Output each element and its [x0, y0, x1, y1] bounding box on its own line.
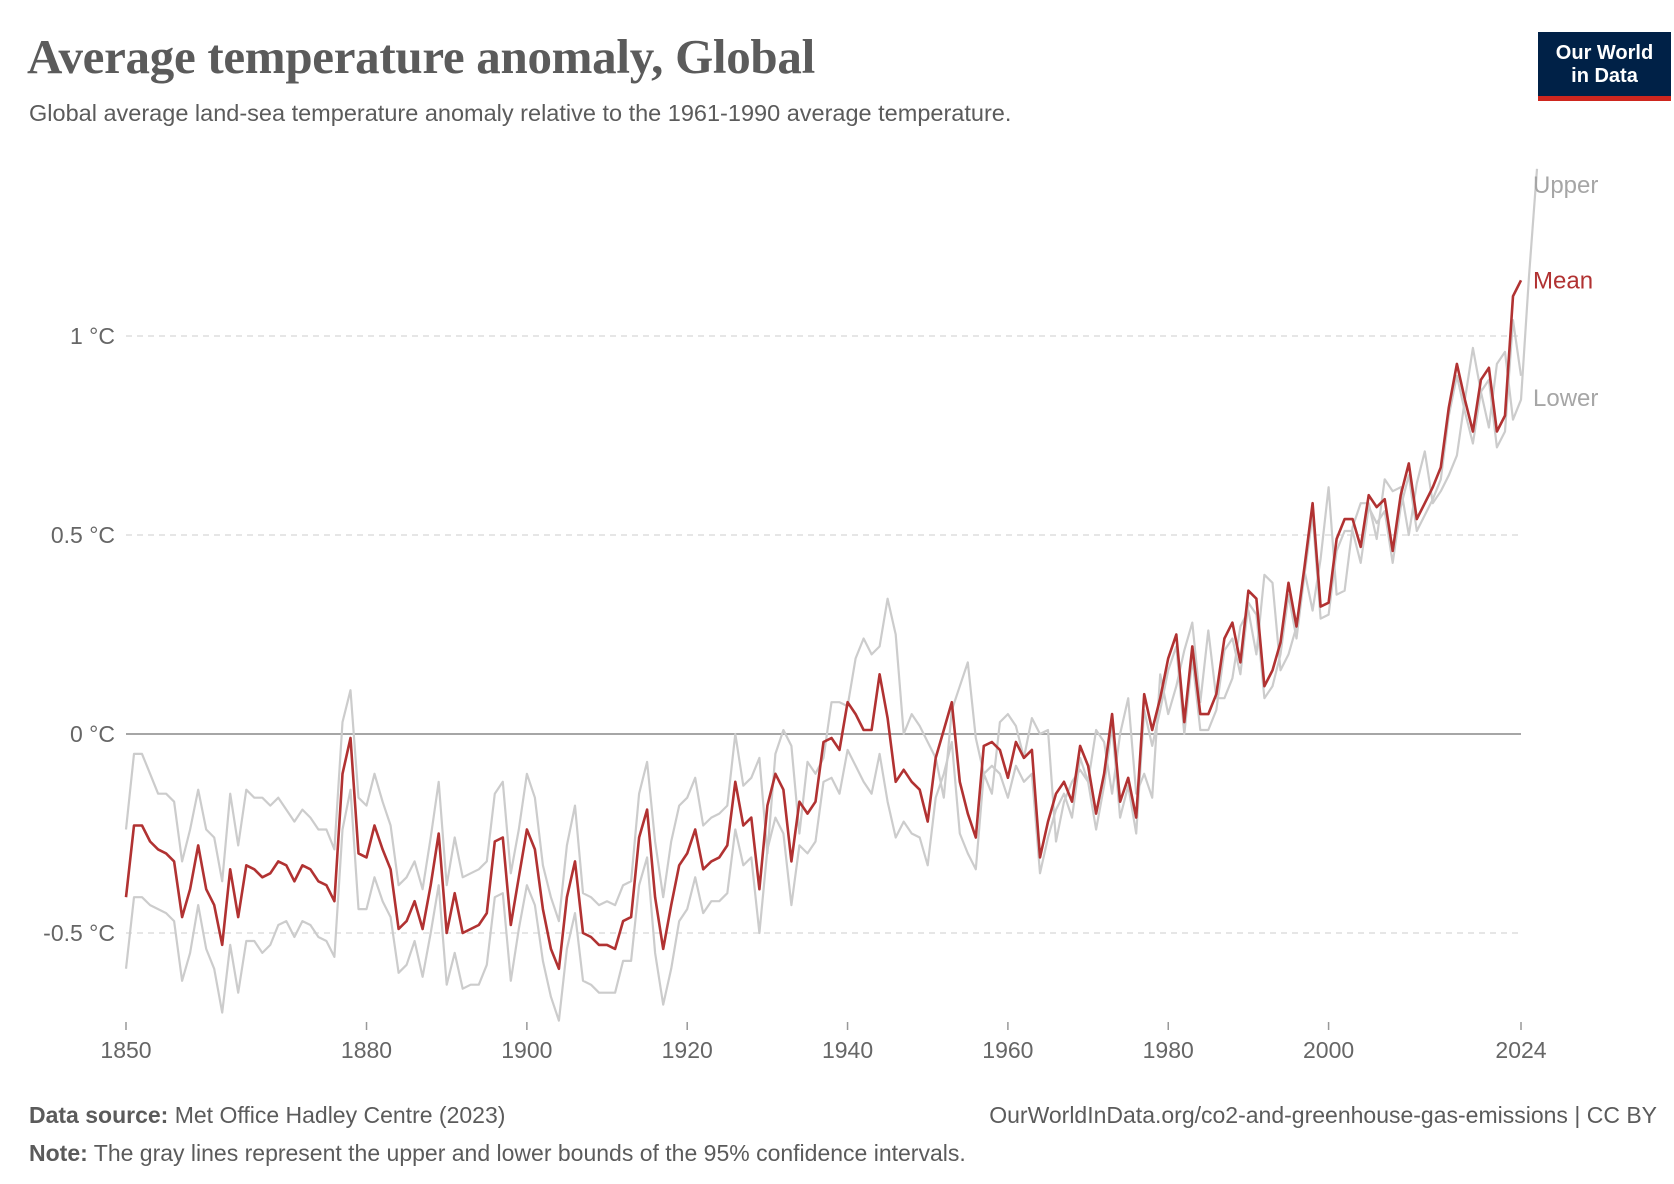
note-label: Note:	[29, 1140, 88, 1166]
series-line-lower	[124, 319, 1523, 1022]
series-label-mean: Mean	[1533, 267, 1593, 294]
x-tick-label: 1900	[501, 1037, 552, 1063]
source-text: Met Office Hadley Centre (2023)	[174, 1102, 506, 1128]
y-tick-label: 1 °C	[70, 323, 115, 349]
source-url-link[interactable]: OurWorldInData.org/co2-and-greenhouse-ga…	[989, 1102, 1568, 1128]
gridlines	[126, 335, 1521, 934]
x-tick-label: 2024	[1495, 1037, 1546, 1063]
data-source: Data source: Met Office Hadley Centre (2…	[29, 1102, 505, 1129]
series-label-upper: Upper	[1533, 172, 1598, 199]
series-label-lower: Lower	[1533, 385, 1598, 412]
license-separator: |	[1574, 1102, 1587, 1128]
x-tick-label: 2000	[1303, 1037, 1354, 1063]
x-tick-label: 1960	[982, 1037, 1033, 1063]
x-tick-label: 1880	[341, 1037, 392, 1063]
logo-line-2: in Data	[1571, 65, 1638, 87]
y-tick-label: -0.5 °C	[43, 920, 115, 946]
series-labels: Upper Lower Mean	[1533, 172, 1598, 412]
x-tick-label: 1940	[822, 1037, 873, 1063]
owid-logo[interactable]: Our World in Data	[1538, 32, 1671, 101]
series-line-mean	[124, 279, 1523, 971]
x-tick-label: 1850	[100, 1037, 151, 1063]
x-axis-ticks: 1850 1880 1900 1920 1940 1960 1980 2000 2024	[100, 1022, 1547, 1063]
x-tick-label: 1980	[1143, 1037, 1194, 1063]
source-label: Data source:	[29, 1102, 169, 1128]
x-tick-label: 1920	[662, 1037, 713, 1063]
footer-url: OurWorldInData.org/co2-and-greenhouse-ga…	[989, 1102, 1657, 1129]
series-line-upper	[124, 168, 1539, 923]
license-link[interactable]: CC BY	[1586, 1102, 1657, 1128]
chart-note: Note: The gray lines represent the upper…	[29, 1140, 966, 1167]
note-text: The gray lines represent the upper and l…	[93, 1140, 966, 1166]
chart-title: Average temperature anomaly, Global	[27, 29, 815, 84]
chart-subtitle: Global average land-sea temperature anom…	[29, 100, 1012, 126]
y-axis-tick-labels: -0.5 °C 0 °C 0.5 °C 1 °C	[43, 323, 115, 946]
y-tick-label: 0 °C	[70, 721, 115, 747]
y-tick-label: 0.5 °C	[51, 522, 115, 548]
series-lines	[124, 168, 1539, 1022]
logo-line-1: Our World	[1555, 42, 1654, 64]
